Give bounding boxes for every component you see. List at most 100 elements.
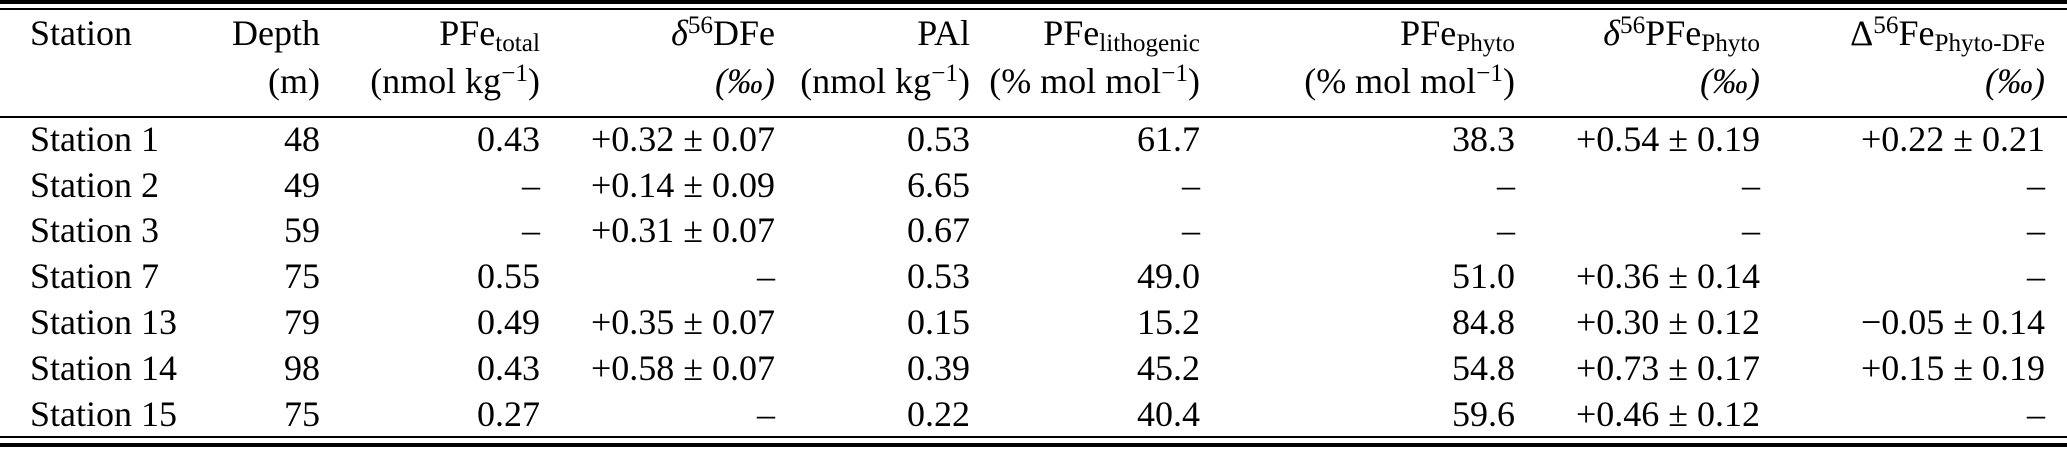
cell-pfe-phyto: 38.3 — [1452, 118, 1515, 159]
cell-depth: 98 — [284, 347, 320, 388]
table-row: Station 3 59 – +0.31 ± 0.07 0.67 – – – – — [0, 208, 2067, 254]
header-text-segment: −1 — [1476, 59, 1503, 87]
col-header-delta56-dfe: δ56DFe — [540, 6, 775, 54]
cell-pfe-lithogenic: 15.2 — [1137, 302, 1200, 343]
header-text-segment: ) — [958, 61, 970, 101]
cell-pal: 0.15 — [907, 302, 970, 343]
cell-delta56-dfe: +0.31 ± 0.07 — [590, 210, 775, 251]
cell-pfe-total: – — [522, 210, 540, 251]
cell-delta-cap56-fe-phyto-dfe: – — [2027, 210, 2045, 251]
header-text-segment: PAl — [917, 13, 970, 53]
header-text-segment: δ — [671, 13, 688, 53]
cell-station: Station 13 — [30, 302, 178, 343]
cell-pfe-total: 0.43 — [477, 347, 540, 388]
header-text-segment: PFe — [1400, 13, 1457, 53]
header-text-segment: Δ — [1850, 13, 1874, 53]
cell-pfe-total: 0.27 — [477, 393, 540, 434]
col-header-pal-unit: (nmol kg−1) — [775, 54, 970, 116]
header-text-segment: (‰) — [715, 61, 775, 101]
cell-station: Station 3 — [30, 210, 160, 251]
header-text-segment: Station — [30, 13, 133, 53]
cell-delta56-pfe-phyto: +0.73 ± 0.17 — [1575, 347, 1760, 388]
table-body: Station 1 48 0.43 +0.32 ± 0.07 0.53 61.7 38.3 +… — [0, 116, 2067, 437]
cell-delta-cap56-fe-phyto-dfe: – — [2027, 164, 2045, 205]
col-header-depth-unit: (m) — [205, 54, 320, 116]
table-top-rule-thin — [0, 8, 2067, 10]
header-text-segment: PFe — [1043, 13, 1100, 53]
col-header-delta56-pfe-phyto-unit: (‰) — [1515, 54, 1760, 116]
cell-delta56-pfe-phyto: +0.46 ± 0.12 — [1575, 393, 1760, 434]
header-text-segment: 56 — [1873, 11, 1899, 39]
header-text-segment: (% mol mol — [989, 61, 1162, 101]
cell-pfe-total: 0.49 — [477, 302, 540, 343]
cell-pfe-lithogenic: 49.0 — [1137, 256, 1200, 297]
cell-delta-cap56-fe-phyto-dfe: +0.22 ± 0.21 — [1860, 118, 2045, 159]
cell-pal: 6.65 — [907, 164, 970, 205]
cell-station: Station 14 — [30, 347, 178, 388]
cell-delta56-dfe: – — [757, 256, 775, 297]
table-row: Station 7 75 0.55 – 0.53 49.0 51.0 +0.36 ± 0.14… — [0, 253, 2067, 299]
header-text-segment: (nmol kg — [370, 61, 502, 101]
col-header-pfe-lithogenic-unit: (% mol mol−1) — [970, 54, 1200, 116]
table-row: Station 13 79 0.49 +0.35 ± 0.07 0.15 15.2 84.8… — [0, 299, 2067, 345]
header-text-segment: (nmol kg — [800, 61, 932, 101]
header-row-units: (m) (nmol kg−1) (‰) (nmol kg−1) (% mol mol−1… — [0, 54, 2067, 116]
table-row: Station 1 48 0.43 +0.32 ± 0.07 0.53 61.7 38.3 +… — [0, 116, 2067, 162]
col-header-delta56-dfe-unit: (‰) — [540, 54, 775, 116]
table-bottom-rule-thin — [0, 436, 2067, 438]
header-text-segment: 56 — [687, 11, 713, 39]
cell-delta56-pfe-phyto: +0.54 ± 0.19 — [1575, 118, 1760, 159]
cell-delta56-pfe-phyto: – — [1742, 210, 1760, 251]
col-header-pfe-total: PFetotal — [320, 6, 540, 57]
col-header-station-unit — [0, 54, 205, 116]
col-header-pfe-phyto-unit: (% mol mol−1) — [1200, 54, 1515, 116]
col-header-delta-cap56-fe-phyto-dfe-unit: (‰) — [1760, 54, 2067, 116]
cell-pfe-phyto: 51.0 — [1452, 256, 1515, 297]
cell-pfe-lithogenic: – — [1182, 164, 1200, 205]
cell-pfe-lithogenic: 40.4 — [1137, 393, 1200, 434]
cell-pal: 0.67 — [907, 210, 970, 251]
cell-pfe-phyto: 84.8 — [1452, 302, 1515, 343]
header-text-segment: total — [495, 29, 540, 57]
cell-pfe-phyto: 54.8 — [1452, 347, 1515, 388]
cell-delta56-dfe: +0.35 ± 0.07 — [590, 302, 775, 343]
col-header-station: Station — [0, 6, 205, 54]
cell-station: Station 7 — [30, 256, 160, 297]
header-text-segment: ) — [528, 61, 540, 101]
cell-pal: 0.22 — [907, 393, 970, 434]
cell-delta56-dfe: +0.14 ± 0.09 — [590, 164, 775, 205]
header-text-segment: Phyto-DFe — [1934, 29, 2045, 57]
cell-delta56-dfe: +0.32 ± 0.07 — [590, 118, 775, 159]
cell-pfe-phyto: – — [1497, 210, 1515, 251]
col-header-pal: PAl — [775, 6, 970, 54]
header-text-segment: −1 — [501, 59, 528, 87]
cell-pfe-total: 0.55 — [477, 256, 540, 297]
table-top-rule-thick — [0, 0, 2067, 4]
cell-depth: 48 — [284, 118, 320, 159]
cell-pal: 0.53 — [907, 256, 970, 297]
cell-pfe-total: 0.43 — [477, 118, 540, 159]
cell-delta-cap56-fe-phyto-dfe: −0.05 ± 0.14 — [1860, 302, 2045, 343]
table-row: Station 2 49 – +0.14 ± 0.09 6.65 – – – – — [0, 162, 2067, 208]
header-text-segment: (% mol mol — [1304, 61, 1477, 101]
cell-pfe-total: – — [522, 164, 540, 205]
table-row: Station 15 75 0.27 – 0.22 40.4 59.6 +0.46 ± 0.1… — [0, 391, 2067, 437]
cell-pfe-lithogenic: 45.2 — [1137, 347, 1200, 388]
cell-depth: 79 — [284, 302, 320, 343]
table-header: Station Depth PFetotal δ56DFe PAl PFelithogen… — [0, 6, 2067, 116]
cell-delta-cap56-fe-phyto-dfe: – — [2027, 256, 2045, 297]
header-text-segment: Depth — [232, 13, 320, 53]
cell-depth: 75 — [284, 393, 320, 434]
header-text-segment: Phyto — [1701, 29, 1760, 57]
cell-delta56-pfe-phyto: +0.30 ± 0.12 — [1575, 302, 1760, 343]
header-text-segment: (m) — [268, 61, 320, 101]
header-row-names: Station Depth PFetotal δ56DFe PAl PFelithogen… — [0, 6, 2067, 57]
col-header-delta56-pfe-phyto: δ56PFePhyto — [1515, 6, 1760, 57]
cell-depth: 75 — [284, 256, 320, 297]
header-text-segment: δ — [1603, 13, 1620, 53]
table-row: Station 14 98 0.43 +0.58 ± 0.07 0.39 45.2 54.8… — [0, 345, 2067, 391]
header-text-segment: DFe — [713, 13, 775, 53]
col-header-pfe-phyto: PFePhyto — [1200, 6, 1515, 56]
header-text-segment: −1 — [1161, 59, 1188, 87]
header-text-segment: (‰) — [1700, 61, 1760, 101]
